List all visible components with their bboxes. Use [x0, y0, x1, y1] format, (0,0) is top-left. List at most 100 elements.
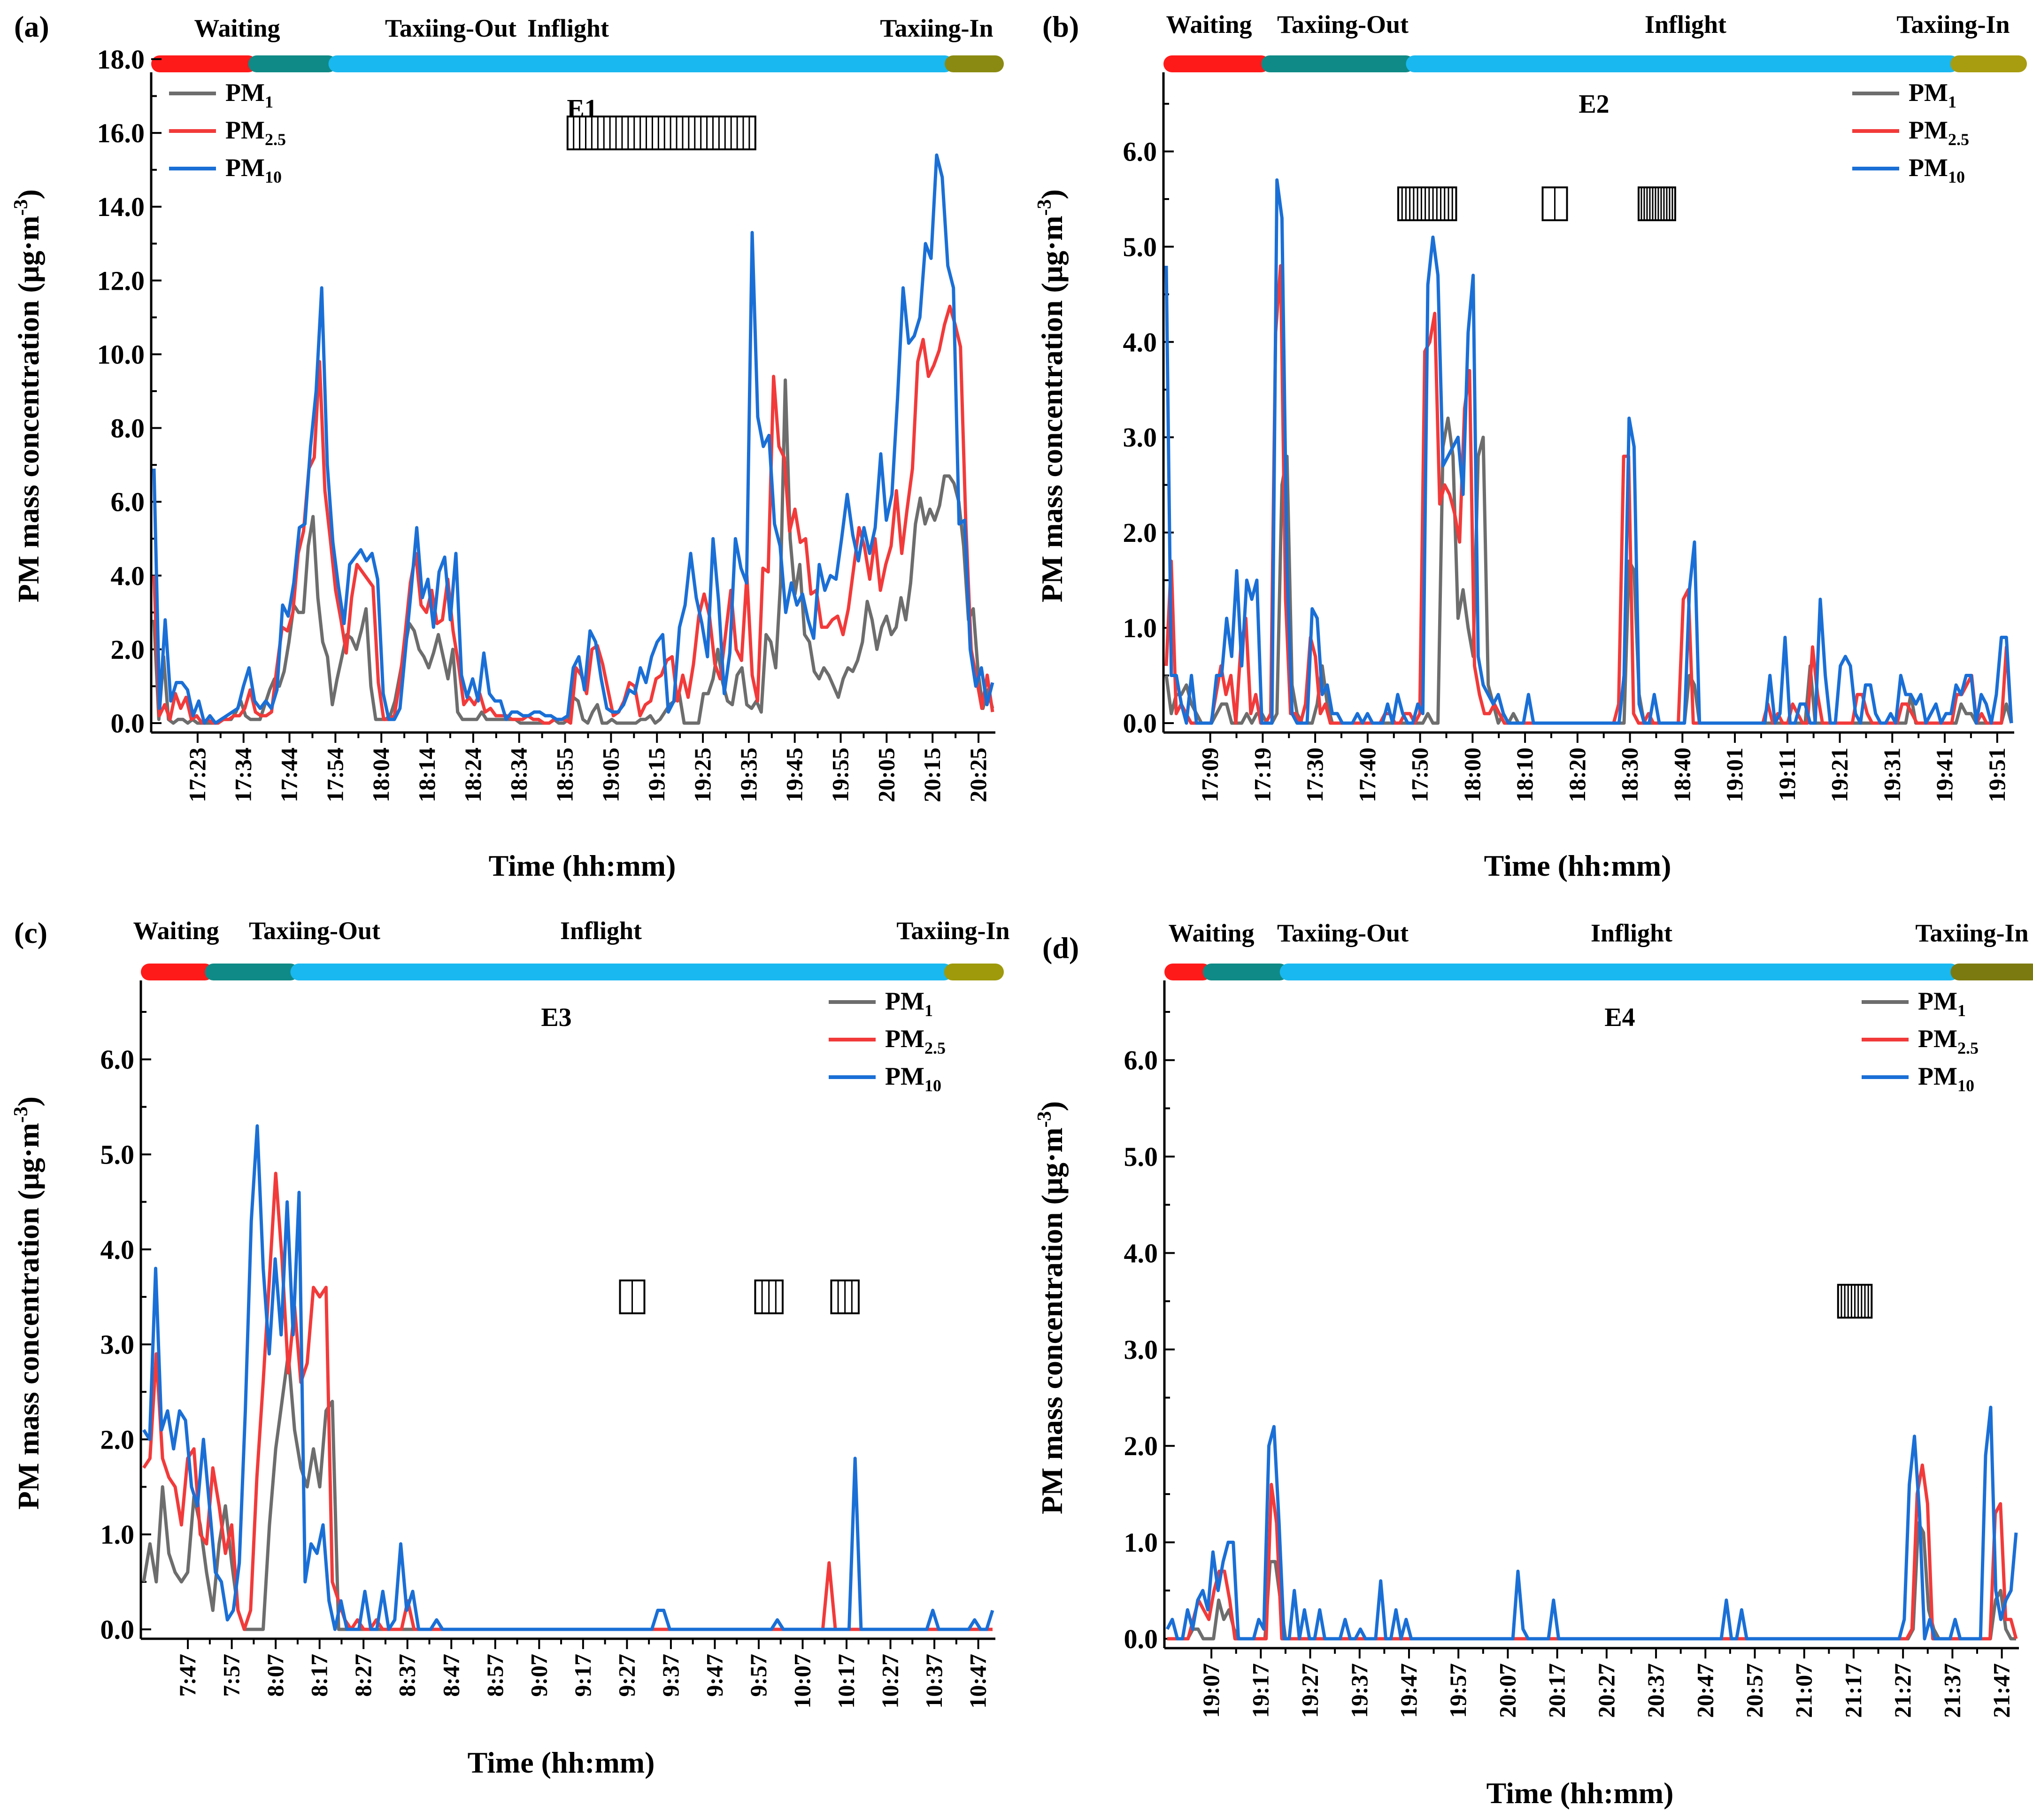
y-tick-label: 8.0: [111, 413, 145, 444]
x-tick-label: 7:47: [174, 1654, 200, 1697]
x-tick-label: 20:25: [965, 748, 991, 802]
series-pm10: [1165, 1405, 2018, 1641]
y-tick-label: 5.0: [100, 1139, 135, 1170]
y-tick-label: 2.0: [1124, 1431, 1158, 1461]
phase-bar-inflight: [290, 964, 953, 980]
legend-label-base: PM: [1918, 1025, 1957, 1053]
y-axis-title-main: PM mass concentration (μg·m: [1035, 216, 1069, 602]
phase-bar-taxiing-out: [1261, 55, 1415, 72]
legend-label-pm1: PM1: [1918, 987, 1966, 1020]
x-tick-label: 19:11: [1774, 748, 1800, 801]
series-pm10: [152, 153, 994, 725]
series-pm25: [152, 304, 994, 725]
x-tick-label: 18:34: [506, 748, 532, 802]
phase-bar-taxiing-in: [1950, 55, 2027, 72]
x-tick-label: 8:17: [306, 1654, 332, 1697]
x-tick-label: 7:57: [218, 1654, 245, 1697]
x-tick-label: 18:10: [1511, 748, 1538, 802]
event-label: E4: [1604, 1003, 1635, 1032]
x-tick-label: 18:24: [460, 748, 486, 802]
x-tick-label: 19:51: [1984, 748, 2010, 802]
x-tick-label: 18:20: [1564, 748, 1590, 802]
legend-label-base: PM: [885, 1025, 924, 1053]
y-tick-label: 2.0: [1123, 517, 1157, 548]
legend-label-base: PM: [1909, 116, 1948, 144]
phase-label-inflight: Inflight: [560, 917, 642, 945]
x-tick-label: 20:17: [1544, 1663, 1570, 1718]
y-axis-title-close: ): [12, 189, 45, 199]
x-tick-label: 19:01: [1721, 748, 1748, 802]
panel-a: (a) Waiting Taxiing-Out Inflight Taxiing-In 0…: [10, 10, 1004, 882]
phase-label-inflight: Inflight: [1645, 10, 1726, 39]
x-axis-title: Time (hh:mm): [468, 1746, 655, 1779]
series-pm25: [142, 1172, 993, 1631]
phase-bar-waiting: [1163, 55, 1270, 72]
legend-label-pm10: PM10: [1918, 1062, 1974, 1095]
x-tick-label: 10:27: [877, 1654, 903, 1709]
series-pm10: [1164, 178, 2013, 725]
y-axis-title-sup: -3: [1034, 1111, 1055, 1127]
phase-bar-waiting: [1164, 964, 1211, 980]
legend-label-sub: 10: [924, 1076, 941, 1095]
x-tick-label: 19:05: [597, 748, 624, 802]
event-label: E2: [1579, 90, 1609, 119]
legend-label-base: PM: [885, 987, 924, 1015]
y-axis-title-sup: -3: [1034, 199, 1055, 216]
phase-bar-taxiing-in: [944, 964, 1004, 980]
y-tick-label: 12.0: [97, 265, 145, 296]
y-axis-title-close: ): [12, 1096, 45, 1106]
phase-bar-inflight: [1279, 964, 1959, 980]
y-axis-title: PM mass concentration (μg·m-3): [10, 189, 45, 602]
x-tick-label: 20:15: [919, 748, 945, 802]
x-tick-label: 20:47: [1692, 1663, 1718, 1718]
panel-tag: (c): [14, 916, 47, 949]
legend-label-base: PM: [885, 1062, 924, 1090]
series-pm10: [142, 1124, 994, 1631]
y-tick-label: 2.0: [111, 634, 145, 665]
y-tick-label: 6.0: [100, 1044, 135, 1075]
legend-label-base: PM: [1909, 154, 1948, 182]
y-axis-title: PM mass concentration (μg·m-3): [10, 1096, 45, 1510]
legend-label-sub: 10: [1948, 168, 1965, 186]
legend-label-base: PM: [1909, 78, 1948, 107]
activity-marker: [830, 1279, 860, 1314]
legend-label-base: PM: [1918, 1062, 1957, 1090]
x-axis-title: Time (hh:mm): [1484, 849, 1671, 882]
y-tick-label: 6.0: [111, 487, 145, 517]
x-tick-label: 9:07: [525, 1654, 552, 1697]
x-tick-label: 17:30: [1301, 748, 1328, 802]
phase-bar-inflight: [328, 55, 954, 72]
legend-label-sub: 1: [1948, 93, 1956, 111]
y-tick-label: 1.0: [1123, 613, 1157, 643]
phase-label-inflight: Inflight: [1591, 919, 1672, 947]
y-axis-title: PM mass concentration (μg·m-3): [1034, 189, 1069, 602]
legend-label-pm1: PM1: [1909, 78, 1956, 111]
legend-label-sub: 1: [265, 93, 273, 111]
legend-label-base: PM: [225, 154, 265, 182]
x-tick-label: 20:07: [1494, 1663, 1520, 1718]
legend-label-sub: 2.5: [265, 130, 286, 149]
x-tick-label: 17:34: [230, 748, 256, 802]
y-axis-title: PM mass concentration (μg·m-3): [1034, 1101, 1069, 1514]
y-tick-label: 0.0: [111, 708, 145, 739]
legend-label-pm10: PM10: [885, 1062, 941, 1095]
x-tick-label: 10:47: [965, 1654, 991, 1709]
x-tick-label: 10:07: [789, 1654, 815, 1709]
panel-tag: (a): [14, 10, 49, 43]
y-tick-label: 5.0: [1124, 1141, 1158, 1172]
y-tick-label: 6.0: [1123, 136, 1157, 167]
series-pm25: [1167, 1463, 2018, 1641]
x-tick-label: 9:17: [570, 1654, 596, 1697]
phase-bar-taxiing-out: [1202, 964, 1288, 980]
x-tick-label: 17:23: [184, 748, 210, 802]
legend-label-base: PM: [225, 116, 265, 144]
legend-label-pm25: PM2.5: [885, 1025, 946, 1057]
y-tick-label: 0.0: [1124, 1624, 1158, 1654]
panel-tag: (b): [1042, 10, 1079, 43]
x-tick-label: 19:15: [643, 748, 670, 802]
x-tick-label: 17:19: [1249, 748, 1275, 802]
series-pm1: [142, 1352, 993, 1631]
legend-label-base: PM: [1918, 987, 1957, 1015]
legend-label-base: PM: [225, 78, 265, 107]
